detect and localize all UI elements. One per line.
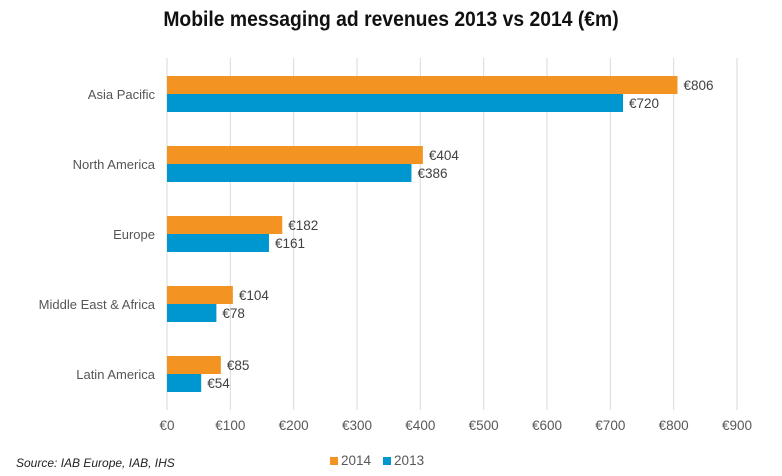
data-label-2013: €54: [207, 376, 230, 391]
x-tick-label: €800: [659, 418, 689, 433]
chart-title: Mobile messaging ad revenues 2013 vs 201…: [163, 8, 619, 31]
bar-2014: [167, 216, 283, 234]
bar-2013: [167, 164, 412, 182]
data-label-2013: €720: [629, 96, 659, 111]
data-label-2013: €161: [275, 236, 305, 251]
legend-swatch-2013: [383, 456, 392, 465]
data-label-2014: €182: [288, 218, 318, 233]
bar-2013: [167, 304, 217, 322]
data-label-2014: €85: [227, 358, 250, 373]
x-tick-label: €400: [405, 418, 435, 433]
category-label: Middle East & Africa: [39, 297, 156, 312]
x-tick-label: €700: [595, 418, 625, 433]
legend-item-2013: 2013: [383, 453, 424, 468]
category-label: Latin America: [76, 367, 156, 382]
bar-2014: [167, 286, 233, 304]
legend-item-2014: 2014: [330, 453, 371, 468]
bar-2014: [167, 356, 221, 374]
bars: [167, 76, 678, 392]
data-label-2014: €104: [239, 288, 270, 303]
x-tick-label: €0: [159, 418, 174, 433]
bar-2013: [167, 234, 269, 252]
x-tick-label: €600: [532, 418, 562, 433]
bar-2014: [167, 76, 678, 94]
source-note: Source: IAB Europe, IAB, IHS: [16, 456, 175, 470]
x-tick-label: €100: [215, 418, 245, 433]
x-tick-label: €900: [722, 418, 752, 433]
bar-2014: [167, 146, 423, 164]
data-label-2014: €806: [683, 78, 713, 93]
x-tick-label: €200: [279, 418, 309, 433]
legend-swatch-2014: [330, 456, 338, 465]
category-label: Asia Pacific: [88, 87, 156, 102]
category-labels: Asia Pacific North America Europe Middle Ea…: [39, 87, 156, 382]
bar-2013: [167, 94, 623, 112]
bar-2013: [167, 374, 202, 392]
x-tick-label: €500: [469, 418, 499, 433]
legend-label-2013: 2013: [394, 453, 425, 468]
category-label: North America: [73, 157, 156, 172]
x-tick-label: €300: [342, 418, 372, 433]
x-tick-labels: €0 €100 €200 €300 €400 €500 €600 €700 €800 €900: [159, 418, 752, 433]
data-label-2013: €386: [417, 166, 447, 181]
data-label-2013: €78: [222, 306, 245, 321]
legend-label-2014: 2014: [341, 453, 372, 468]
legend: 2014 2013: [330, 453, 424, 468]
data-labels: €806 €720 €404 €386 €182 €161 €104 €78 €85 €54: [207, 78, 713, 391]
category-label: Europe: [113, 227, 155, 242]
data-label-2014: €404: [429, 148, 460, 163]
